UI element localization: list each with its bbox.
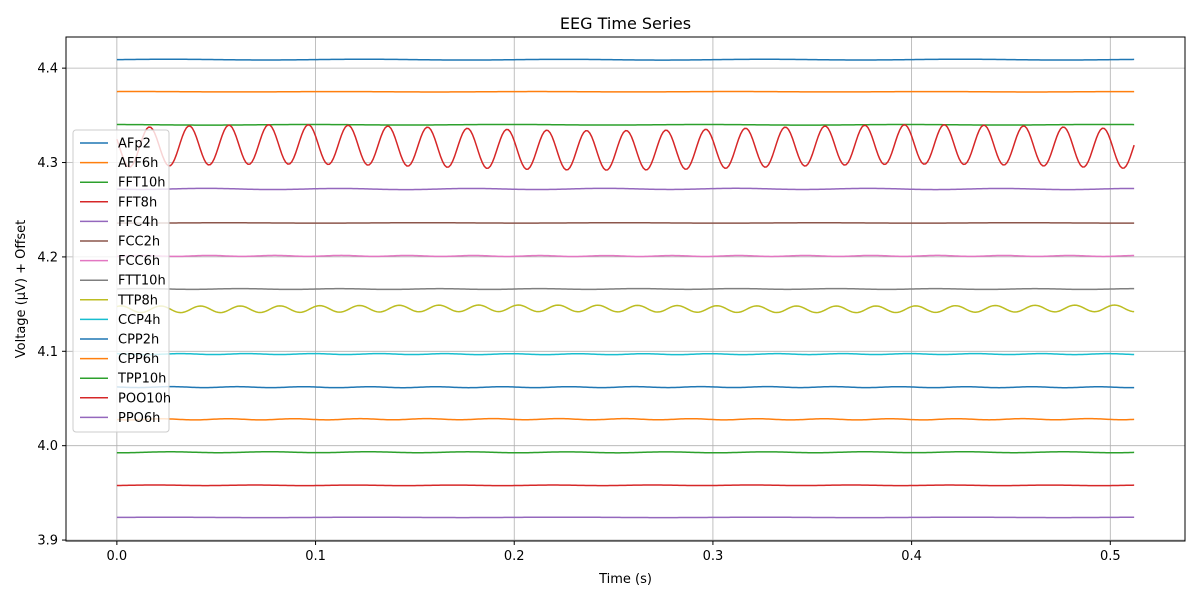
x-tick-label: 0.0 xyxy=(107,549,128,564)
legend-label: CPP6h xyxy=(118,352,159,367)
series-line-cpp2h xyxy=(116,385,1135,389)
series-line-ftt10h xyxy=(116,287,1135,291)
series-line-poo10h xyxy=(116,484,1135,487)
x-tick-label: 0.2 xyxy=(504,549,525,564)
series-line-ttp8h xyxy=(116,304,1135,314)
legend-label: FCC2h xyxy=(118,235,160,250)
legend-label: CPP2h xyxy=(118,333,159,348)
legend: AFp2 AFF6h FFT10h FFT8h FFC4h FCC2h FCC6h FTT10… xyxy=(72,129,171,433)
series-line-fcc6h xyxy=(116,254,1135,258)
legend-label: FTT10h xyxy=(118,274,166,289)
legend-label: AFF6h xyxy=(118,156,158,171)
y-axis-title: Voltage (µV) + Offset xyxy=(14,220,29,358)
x-tick-label: 0.4 xyxy=(901,549,922,564)
y-tick-label: 3.9 xyxy=(37,534,58,549)
legend-label: AFp2 xyxy=(118,137,151,152)
x-axis-title: Time (s) xyxy=(598,572,652,587)
axis-ticks: 0.0 0.1 0.2 0.3 0.4 0.5 3.9 4.0 4.1 4.2 4.3 4.4 xyxy=(37,62,1120,564)
series-line-afp2 xyxy=(116,58,1135,61)
legend-label: CCP4h xyxy=(118,313,161,328)
legend-label: POO10h xyxy=(118,391,171,406)
series-line-fft10h xyxy=(116,123,1135,126)
series-line-ffc4h xyxy=(116,187,1135,191)
series-line-tpp10h xyxy=(116,450,1135,454)
y-tick-label: 4.4 xyxy=(37,62,58,77)
legend-label: FFC4h xyxy=(118,215,159,230)
legend-label: TPP10h xyxy=(117,372,166,387)
legend-label: FCC6h xyxy=(118,254,160,269)
legend-label: FFT10h xyxy=(118,176,165,191)
legend-label: PPO6h xyxy=(118,411,160,426)
plot-frame xyxy=(65,36,1186,542)
y-tick-label: 4.3 xyxy=(37,156,58,171)
legend-label: TTP8h xyxy=(117,293,158,308)
x-tick-label: 0.5 xyxy=(1100,549,1121,564)
series-line-fft8h xyxy=(116,124,1135,171)
legend-box xyxy=(72,129,170,433)
y-tick-label: 4.0 xyxy=(37,439,58,454)
chart-title: EEG Time Series xyxy=(560,14,691,33)
x-tick-label: 0.1 xyxy=(305,549,326,564)
series-line-cpp6h xyxy=(116,417,1135,421)
series-lines xyxy=(116,58,1135,519)
legend-label: FFT8h xyxy=(118,195,157,210)
y-tick-label: 4.1 xyxy=(37,345,58,360)
series-line-ccp4h xyxy=(116,352,1135,356)
x-tick-label: 0.3 xyxy=(703,549,724,564)
y-tick-label: 4.2 xyxy=(37,250,58,265)
